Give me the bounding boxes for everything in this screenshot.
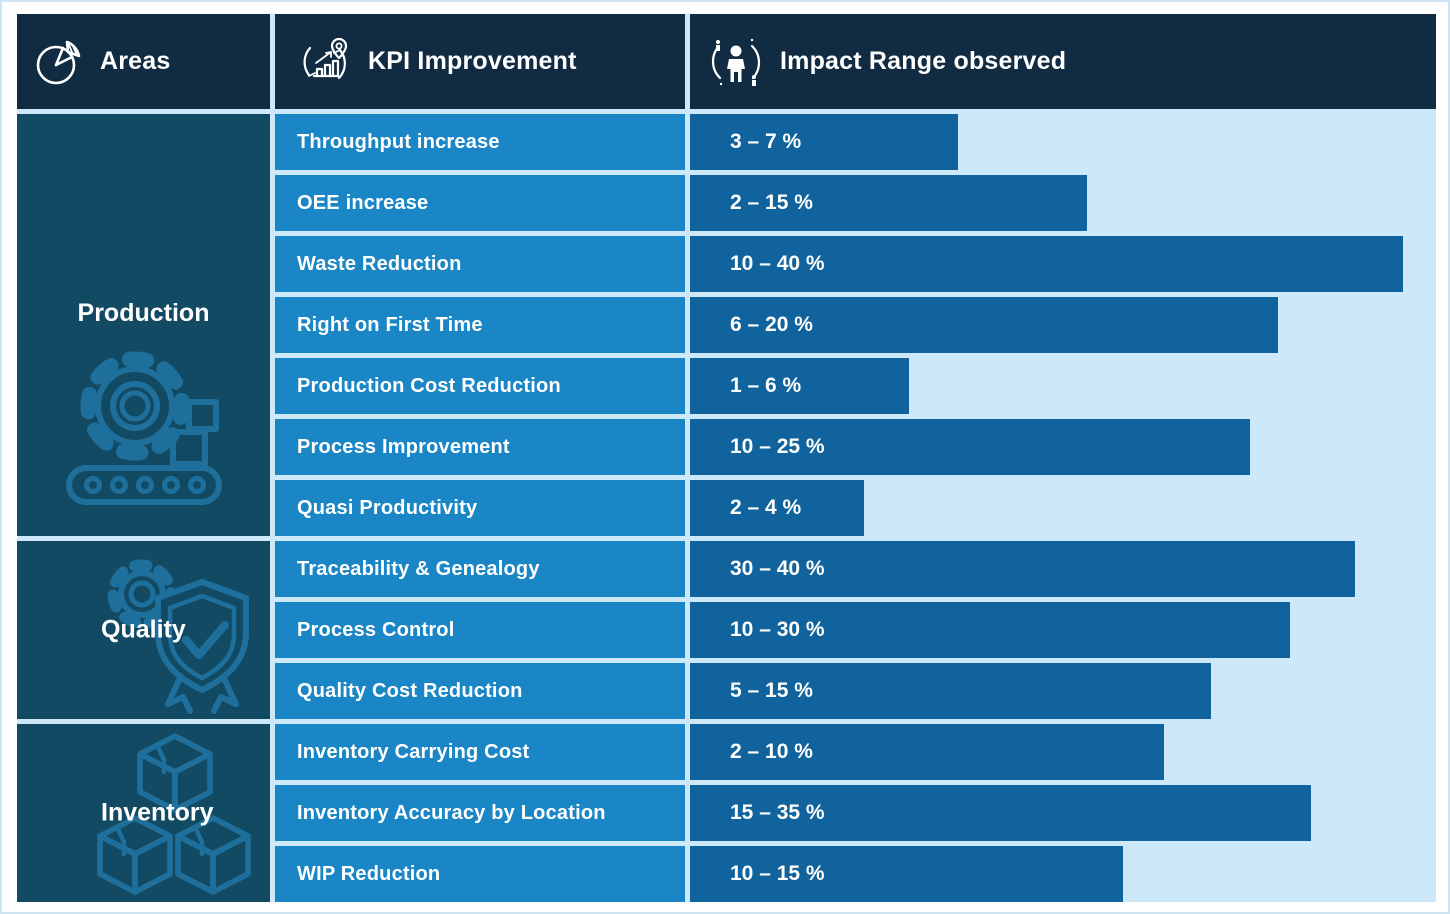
kpi-cell: Throughput increase (275, 114, 685, 170)
area-cell-production: Production (17, 114, 270, 536)
kpi-cell: Inventory Carrying Cost (275, 724, 685, 780)
gear-conveyor-icon (55, 342, 233, 521)
kpi-cell: Process Control (275, 602, 685, 658)
impact-bar: 15 – 35 % (690, 785, 1311, 841)
impact-bar: 10 – 15 % (690, 846, 1124, 902)
kpi-cell: OEE increase (275, 175, 685, 231)
area-cell-inventory: Inventory (17, 724, 270, 902)
areas-header-cell: Areas (17, 14, 270, 109)
impact-bar: 10 – 25 % (690, 419, 1251, 475)
kpi-header-label: KPI Improvement (368, 47, 577, 75)
gear-shield-check-icon (90, 548, 258, 719)
areas-header-label: Areas (100, 47, 171, 75)
impact-bar: 1 – 6 % (690, 358, 909, 414)
kpi-cell: Waste Reduction (275, 236, 685, 292)
impact-bar: 2 – 15 % (690, 175, 1087, 231)
impact-bars-track: 3 – 7 % 2 – 15 % 10 – 40 % 6 – 20 % 1 – … (690, 114, 1436, 902)
impact-bar: 3 – 7 % (690, 114, 958, 170)
impact-bar: 6 – 20 % (690, 297, 1278, 353)
person-impact-circle-icon (707, 33, 765, 91)
impact-bar: 2 – 4 % (690, 480, 864, 536)
kpi-cell: Production Cost Reduction (275, 358, 685, 414)
kpi-cell: Right on First Time (275, 297, 685, 353)
kpi-cell: Process Improvement (275, 419, 685, 475)
kpi-impact-table: Areas Production (17, 14, 1436, 902)
kpi-cell: Traceability & Genealogy (275, 541, 685, 597)
impact-bar: 10 – 30 % (690, 602, 1290, 658)
impact-header-cell: Impact Range observed (690, 14, 1436, 109)
area-label-production: Production (77, 299, 210, 327)
impact-bar: 5 – 15 % (690, 663, 1212, 719)
kpi-cell: Inventory Accuracy by Location (275, 785, 685, 841)
impact-header-label: Impact Range observed (780, 47, 1067, 75)
kpi-cell: WIP Reduction (275, 846, 685, 902)
impact-column: Impact Range observed 3 – 7 % 2 – 15 % 1… (690, 14, 1436, 902)
kpi-header-cell: KPI Improvement (275, 14, 685, 109)
area-label-quality: Quality (101, 615, 186, 644)
kpi-cell: Quasi Productivity (275, 480, 685, 536)
area-label-inventory: Inventory (101, 798, 214, 827)
kpi-column: KPI Improvement Throughput increase OEE … (275, 14, 685, 902)
areas-column: Areas Production (17, 14, 270, 902)
kpi-cycle-bars-pin-icon (297, 34, 353, 90)
impact-bar: 10 – 40 % (690, 236, 1404, 292)
pie-chart-icon (33, 36, 85, 88)
impact-bar: 2 – 10 % (690, 724, 1165, 780)
impact-bar: 30 – 40 % (690, 541, 1356, 597)
area-cell-quality: Quality (17, 541, 270, 719)
kpi-cell: Quality Cost Reduction (275, 663, 685, 719)
